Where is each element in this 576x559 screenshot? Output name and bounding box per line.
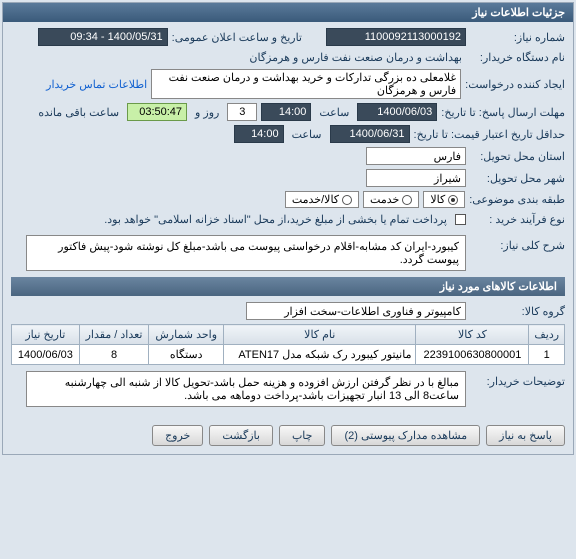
creator-value: غلامعلی ده بزرگی تدارکات و خرید بهداشت و… — [151, 69, 461, 99]
buyer-label: نام دستگاه خریدار: — [470, 51, 565, 64]
buyer-value: بهداشت و درمان صنعت نفت فارس و هرمزگان — [245, 50, 466, 65]
time-label-2: ساعت — [288, 127, 326, 142]
buyer-note-label: توضیحات خریدار: — [470, 371, 565, 388]
group-value: کامپیوتر و فناوری اطلاعات-سخت افزار — [246, 302, 466, 320]
col-qty: تعداد / مقدار — [79, 325, 149, 345]
contact-link[interactable]: اطلاعات تماس خریدار — [46, 78, 147, 91]
col-date: تاریخ نیاز — [12, 325, 80, 345]
city-value: شیراز — [366, 169, 466, 187]
cell-unit: دستگاه — [149, 345, 224, 365]
time-label-1: ساعت — [315, 105, 353, 120]
col-unit: واحد شمارش — [149, 325, 224, 345]
exit-button[interactable]: خروج — [152, 425, 203, 446]
credit-label: حداقل تاریخ اعتبار قیمت: تا تاریخ: — [414, 128, 565, 141]
col-name: نام کالا — [224, 325, 416, 345]
creator-label: ایجاد کننده درخواست: — [465, 78, 565, 91]
process-note: پرداخت تمام یا بخشی از مبلغ خرید،از محل … — [100, 212, 451, 227]
group-label: گروه کالا: — [470, 305, 565, 318]
cell-code: 2239100630800001 — [416, 345, 529, 365]
province-value: فارس — [366, 147, 466, 165]
radio-both[interactable]: کالا/خدمت — [285, 191, 359, 208]
process-checkbox[interactable] — [455, 214, 466, 225]
button-row: پاسخ به نیاز مشاهده مدارک پیوستی (2) چاپ… — [3, 417, 573, 454]
desc-label: شرح کلی نیاز: — [470, 235, 565, 252]
reply-deadline-label: مهلت ارسال پاسخ: تا تاریخ: — [441, 106, 565, 119]
remain-label: ساعت باقی مانده — [34, 105, 123, 120]
need-no-value: 1100092113000192 — [326, 28, 466, 46]
credit-date: 1400/06/31 — [330, 125, 410, 143]
main-panel: جزئیات اطلاعات نیاز شماره نیاز: 11000921… — [2, 2, 574, 455]
credit-time: 14:00 — [234, 125, 284, 143]
radio-service[interactable]: خدمت — [363, 191, 419, 208]
radio-goods[interactable]: کالا — [423, 191, 465, 208]
pub-date-label: تاریخ و ساعت اعلان عمومی: — [172, 31, 302, 44]
col-code: کد کالا — [416, 325, 529, 345]
need-no-label: شماره نیاز: — [470, 31, 565, 44]
radio-dot-icon — [402, 195, 412, 205]
days-label: روز و — [191, 105, 223, 120]
pub-date-value: 1400/05/31 - 09:34 — [38, 28, 168, 46]
radio-dot-icon — [448, 195, 458, 205]
remain-time: 03:50:47 — [127, 103, 187, 121]
items-section-title: اطلاعات کالاهای مورد نیاز — [11, 277, 565, 296]
attachments-button[interactable]: مشاهده مدارک پیوستی (2) — [331, 425, 480, 446]
category-label: طبقه بندی موضوعی: — [469, 193, 565, 206]
buyer-note-value: مبالغ با در نظر گرفتن ارزش افزوده و هزین… — [26, 371, 466, 407]
cell-n: 1 — [529, 345, 565, 365]
col-row: ردیف — [529, 325, 565, 345]
city-label: شهر محل تحویل: — [470, 172, 565, 185]
province-label: استان محل تحویل: — [470, 150, 565, 163]
radio-dot-icon — [342, 195, 352, 205]
items-table: ردیف کد کالا نام کالا واحد شمارش تعداد /… — [11, 324, 565, 365]
table-row[interactable]: 1 2239100630800001 مانیتور کیبورد رک شبک… — [12, 345, 565, 365]
cell-name: مانیتور کیبورد رک شبکه مدل ATEN17 — [224, 345, 416, 365]
days-value: 3 — [227, 103, 257, 121]
cell-date: 1400/06/03 — [12, 345, 80, 365]
cell-qty: 8 — [79, 345, 149, 365]
respond-button[interactable]: پاسخ به نیاز — [486, 425, 565, 446]
reply-time: 14:00 — [261, 103, 311, 121]
print-button[interactable]: چاپ — [279, 425, 326, 446]
process-label: نوع فرآیند خرید : — [470, 213, 565, 226]
desc-value: کیبورد-ایران کد مشابه-اقلام درخواستی پیو… — [26, 235, 466, 271]
reply-date: 1400/06/03 — [357, 103, 437, 121]
category-radios: کالا خدمت کالا/خدمت — [285, 191, 465, 208]
back-button[interactable]: بازگشت — [209, 425, 273, 446]
panel-title: جزئیات اطلاعات نیاز — [3, 3, 573, 22]
